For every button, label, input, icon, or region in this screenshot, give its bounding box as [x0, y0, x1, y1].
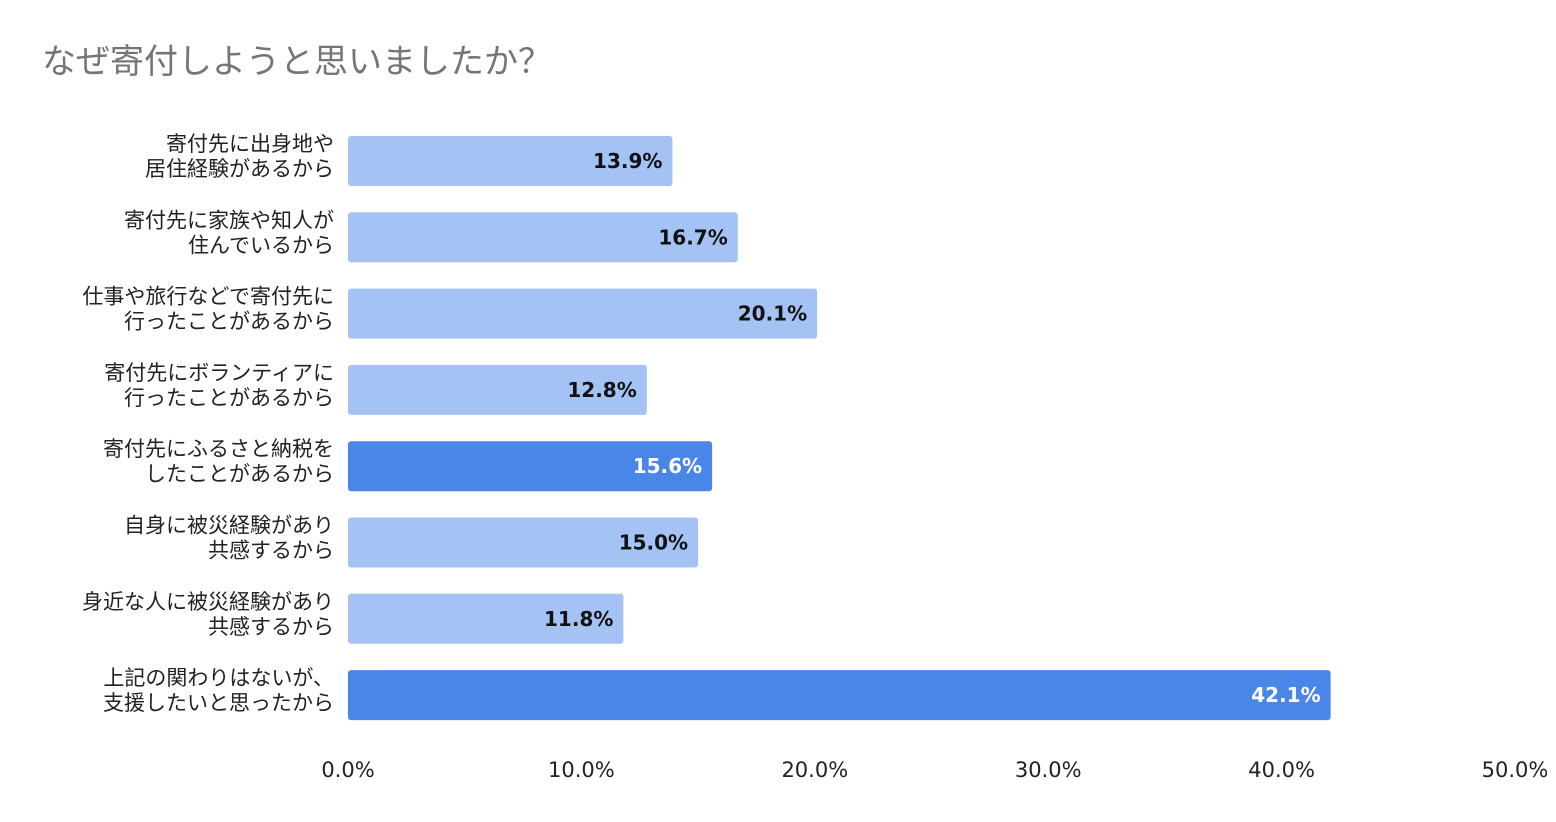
- chart-title: なぜ寄付しようと思いましたか？: [42, 42, 552, 82]
- x-tick-label: 0.0%: [321, 758, 374, 782]
- x-tick-label: 50.0%: [1482, 758, 1549, 782]
- data-label: 16.7%: [658, 225, 727, 249]
- bar: [348, 288, 818, 339]
- data-label: 42.1%: [1251, 683, 1320, 707]
- category-label: 寄付先にボランティアに行ったことがあるから: [104, 361, 334, 410]
- bar: [348, 136, 673, 186]
- bar: [348, 670, 1331, 721]
- category-label: 身近な人に被災経験があり共感するから: [82, 590, 334, 639]
- data-label: 11.8%: [544, 607, 613, 631]
- data-label: 15.0%: [619, 531, 688, 555]
- x-tick-label: 20.0%: [781, 758, 848, 782]
- bar: [348, 364, 647, 415]
- data-label: 13.9%: [593, 149, 662, 173]
- bar: [348, 212, 738, 263]
- category-label: 寄付先にふるさと納税をしたことがあるから: [103, 437, 334, 486]
- category-label: 上記の関わりはないが、支援したいと思ったから: [103, 666, 334, 715]
- x-tick-label: 40.0%: [1248, 758, 1315, 782]
- category-label: 寄付先に家族や知人が住んでいるから: [124, 208, 334, 257]
- category-label: 仕事や旅行などで寄付先に行ったことがあるから: [82, 285, 334, 334]
- data-label: 12.8%: [567, 378, 636, 402]
- x-tick-label: 30.0%: [1015, 758, 1082, 782]
- bar: [348, 593, 624, 644]
- category-label: 寄付先に出身地や居住経験があるから: [145, 132, 334, 181]
- x-tick-label: 10.0%: [548, 758, 615, 782]
- data-label: 15.6%: [633, 454, 702, 478]
- bar: [348, 441, 713, 492]
- bar: [348, 517, 699, 568]
- category-label: 自身に被災経験があり共感するから: [124, 514, 334, 563]
- data-label: 20.1%: [738, 302, 807, 326]
